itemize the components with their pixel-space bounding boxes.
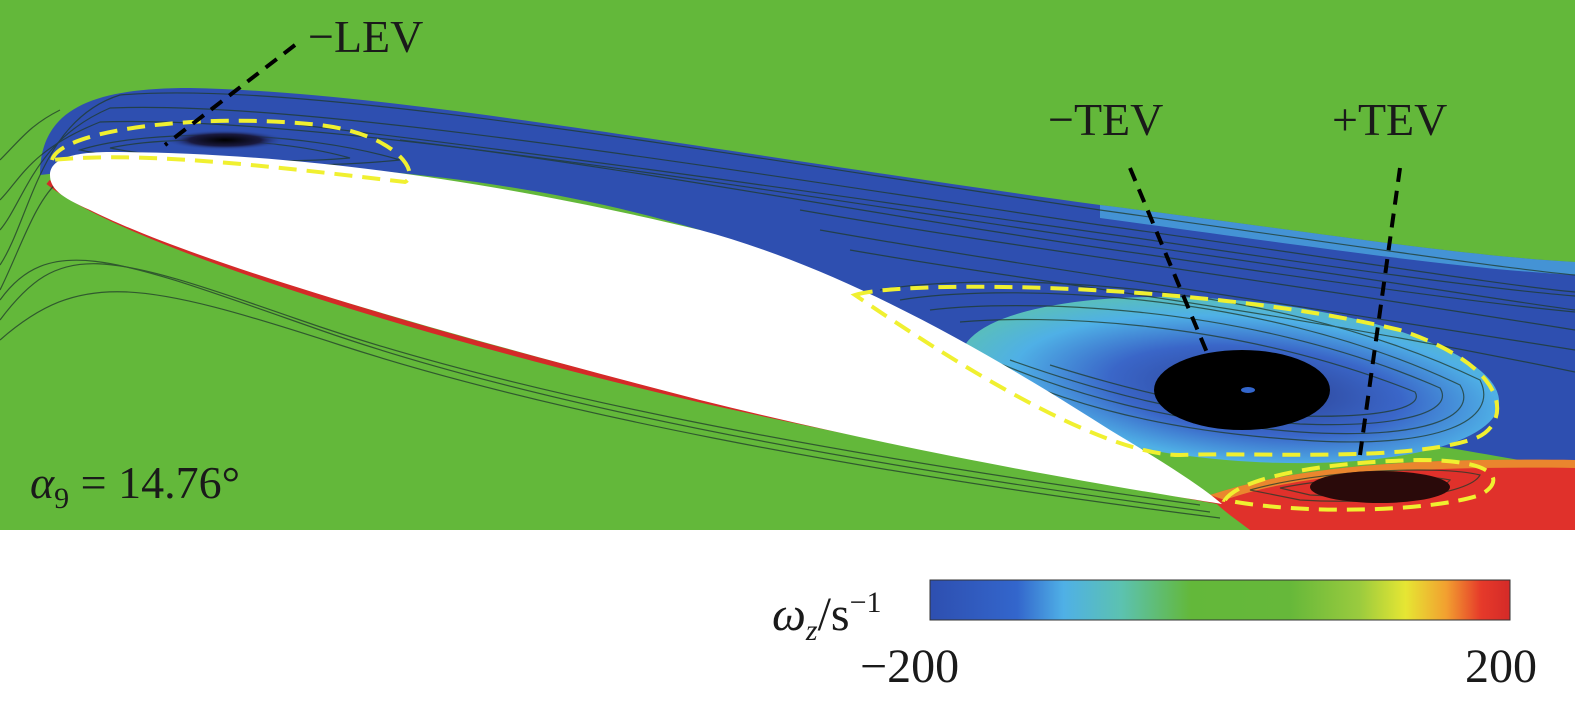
tev-positive-label: +TEV — [1332, 94, 1447, 145]
angle-label: α9 = 14.76° — [30, 457, 240, 515]
colorbar-max-label: 200 — [1465, 640, 1537, 693]
lev-label: −LEV — [308, 11, 423, 62]
airfoil — [50, 152, 1222, 504]
vorticity-field: −LEV −TEV +TEV α9 = 14.76° — [0, 0, 1575, 530]
colorbar-gradient — [929, 579, 1511, 621]
shear-layer-edge — [1100, 205, 1575, 275]
angle-value: = 14.76° — [69, 457, 240, 508]
tev-positive-core — [1310, 471, 1450, 503]
positive-vorticity-edge — [1210, 459, 1575, 500]
tev-positive-leader — [1358, 167, 1402, 456]
lev-core — [165, 130, 285, 150]
tev-positive-outline — [1221, 457, 1496, 512]
streamlines — [0, 92, 1575, 519]
angle-symbol: α — [30, 457, 55, 508]
colorbar-unit: /s — [818, 588, 850, 641]
colorbar-subscript: z — [805, 614, 818, 647]
angle-subscript: 9 — [54, 482, 69, 515]
tev-negative-label: −TEV — [1048, 94, 1163, 145]
vortex-outlines — [49, 118, 1500, 512]
colorbar-min-label: −200 — [860, 640, 959, 693]
colorbar-symbol: ω — [772, 588, 806, 641]
colorbar: ωz/s−1 −200 200 — [772, 579, 1537, 693]
leader-lines — [163, 43, 1402, 456]
colorbar-title: ωz/s−1 — [772, 586, 882, 647]
colorbar-exponent: −1 — [850, 586, 882, 619]
lev-outline — [49, 118, 412, 185]
lev-leader — [163, 43, 297, 147]
tev-negative-leader — [1128, 167, 1210, 356]
tev-center-dot — [1241, 387, 1255, 393]
